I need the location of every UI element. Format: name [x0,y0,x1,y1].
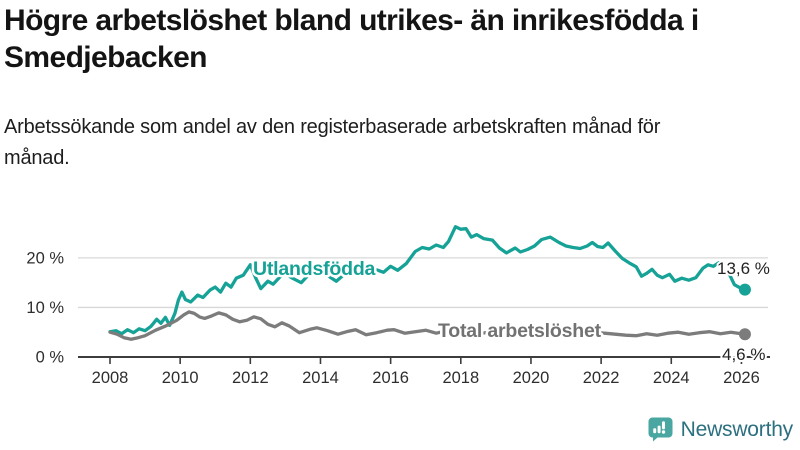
newsworthy-wordmark: Newsworthy [680,417,794,441]
page-title: Högre arbetslöshet bland utrikes- än inr… [4,4,699,74]
series-labels: Utlandsfödda 13,6 % Total arbetslöshet 4,6 … [251,256,772,367]
y-axis: 0 % 10 % 20 % [26,249,64,366]
x-tick-label: 2008 [92,369,129,387]
series-lines [108,225,751,341]
total-end-dot [738,328,751,341]
y-tick-label: 0 % [36,349,65,367]
utlandsfodda-end-value: 13,6 % [717,259,770,278]
x-tick-label: 2024 [653,369,690,387]
total-line [108,310,747,341]
x-axis: 2008 2010 2012 2014 2016 2018 2020 2022 2024 2026 [78,356,770,387]
utlandsfodda-series-label: Utlandsfödda [253,258,376,280]
total-series-label: Total arbetslöshet [438,320,602,342]
x-tick-label: 2012 [232,369,269,387]
x-tick-label: 2016 [372,369,409,387]
x-tick-label: 2022 [583,369,620,387]
newsworthy-brand[interactable]: Newsworthy [647,416,793,443]
x-tick-label: 2020 [513,369,550,387]
newsworthy-logo-icon [648,417,673,442]
gridlines [78,257,768,309]
page-subtitle: Arbetssökande som andel av den registerb… [4,116,661,169]
x-tick-label: 2018 [442,369,479,387]
x-tick-label: 2010 [162,369,199,387]
utlandsfodda-end-dot [738,283,751,296]
y-tick-label: 20 % [26,249,64,267]
total-end-value: 4,6 % [722,345,765,364]
utlandsfodda-line [108,225,747,336]
x-tick-label: 2014 [302,369,339,387]
y-tick-label: 10 % [26,299,64,317]
x-tick-label: 2026 [723,369,760,387]
